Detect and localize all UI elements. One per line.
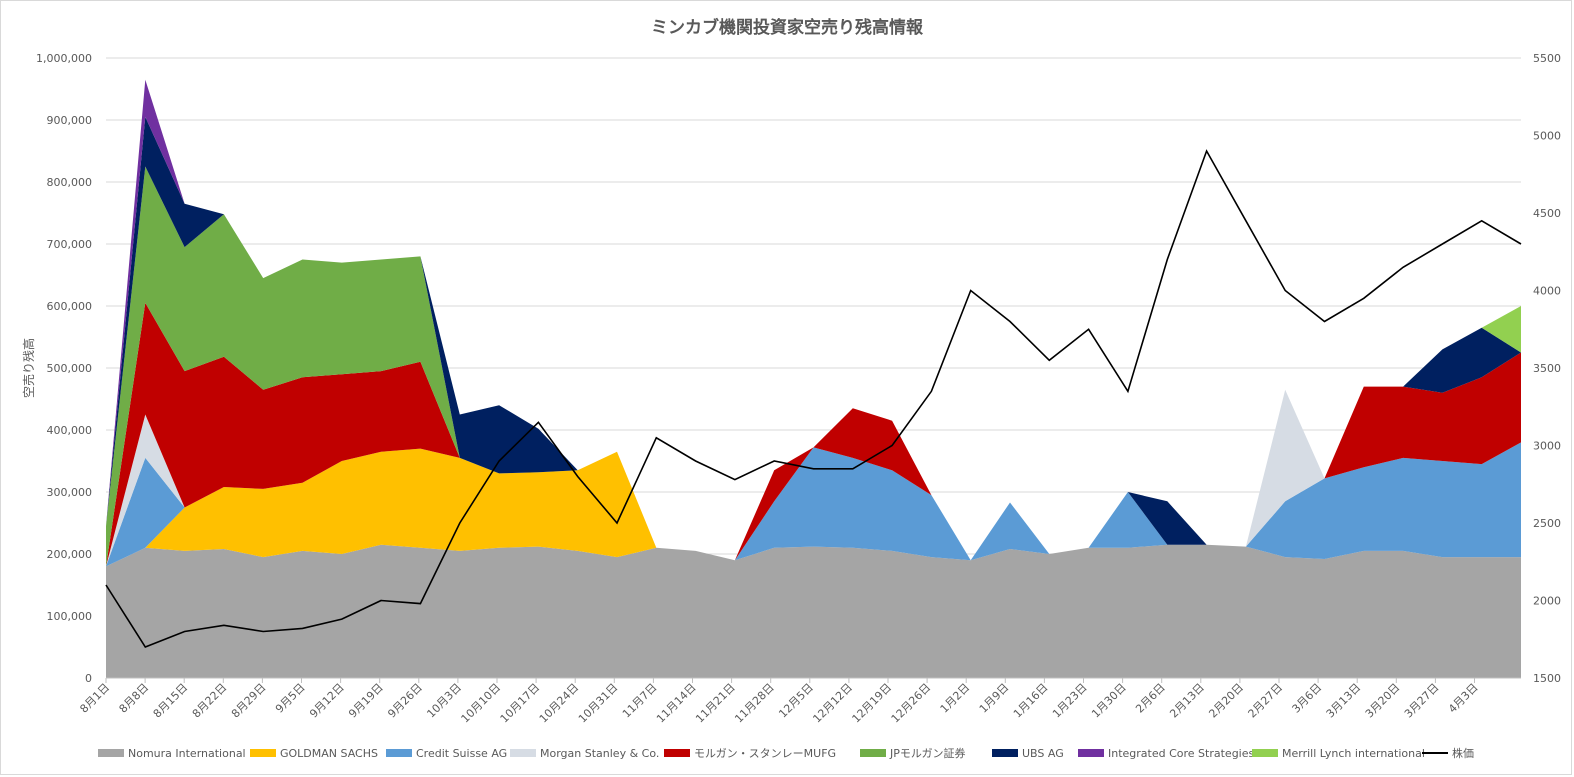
legend-swatch xyxy=(510,749,536,757)
legend-label: モルガン・スタンレーMUFG xyxy=(694,747,836,760)
y-tick-label: 900,000 xyxy=(47,114,93,127)
x-tick-label: 11月7日 xyxy=(620,681,660,721)
x-tick-label: 1月16日 xyxy=(1011,681,1051,721)
x-tick-label: 11月14日 xyxy=(654,681,699,726)
y-axis-title: 空売り残高 xyxy=(21,338,36,398)
area-series-layer xyxy=(106,79,1521,678)
legend-label: Credit Suisse AG xyxy=(416,747,507,760)
x-axis: 8月1日 8月8日 8月15日 8月22日 8月29日 9月5日 9月12日 9月19日 9月2… xyxy=(77,677,1521,726)
x-tick-label: 11月28日 xyxy=(732,681,777,726)
legend-label: Morgan Stanley & Co. xyxy=(540,747,659,760)
x-tick-label: 3月6日 xyxy=(1290,681,1325,716)
x-tick-label: 11月21日 xyxy=(693,681,738,726)
price-line-layer xyxy=(105,149,1522,648)
x-tick-label: 12月5日 xyxy=(776,681,816,721)
x-tick-label: 1月9日 xyxy=(977,681,1012,716)
y-tick-label: 0 xyxy=(85,672,92,685)
legend-swatch xyxy=(992,749,1018,757)
y-tick-label: 600,000 xyxy=(47,300,93,313)
area-series xyxy=(106,448,1521,567)
x-tick-label: 12月12日 xyxy=(810,681,855,726)
x-tick-label: 2月13日 xyxy=(1167,681,1207,721)
y-tick-label: 200,000 xyxy=(47,548,93,561)
x-tick-label: 9月19日 xyxy=(346,681,386,721)
legend-swatch xyxy=(98,749,124,757)
chart-title: ミンカブ機関投資家空売り残高情報 xyxy=(651,17,924,38)
y2-tick-label: 1500 xyxy=(1533,672,1561,685)
legend-swatch xyxy=(386,749,412,757)
y-tick-label: 800,000 xyxy=(47,176,93,189)
x-tick-label: 3月27日 xyxy=(1402,681,1442,721)
x-tick-label: 9月26日 xyxy=(385,681,425,721)
y-tick-label: 300,000 xyxy=(47,486,93,499)
area-series xyxy=(106,166,1521,567)
x-tick-label: 10月10日 xyxy=(459,681,504,726)
y2-tick-label: 5000 xyxy=(1533,130,1561,143)
area-series xyxy=(106,442,1521,567)
legend-label: Merrill Lynch international xyxy=(1282,747,1425,760)
x-tick-label: 12月26日 xyxy=(889,681,934,726)
x-tick-label: 8月22日 xyxy=(190,681,230,721)
y2-tick-label: 2500 xyxy=(1533,517,1561,530)
x-tick-label: 10月3日 xyxy=(424,681,464,721)
y-axis-left: 0 100,000 200,000 300,000 400,000 500,000 600,… xyxy=(36,52,92,685)
x-tick-label: 9月12日 xyxy=(307,681,347,721)
x-tick-label: 1月30日 xyxy=(1089,681,1129,721)
x-tick-label: 1月2日 xyxy=(938,681,973,716)
x-tick-label: 1月23日 xyxy=(1050,681,1090,721)
x-tick-label: 2月27日 xyxy=(1246,681,1286,721)
x-tick-label: 8月29日 xyxy=(229,681,269,721)
x-tick-label: 12月19日 xyxy=(850,681,895,726)
x-tick-label: 9月5日 xyxy=(273,681,308,716)
x-tick-label: 3月20日 xyxy=(1363,681,1403,721)
x-tick-label: 10月31日 xyxy=(576,681,621,726)
legend-label: UBS AG xyxy=(1022,747,1064,760)
legend-swatch xyxy=(1078,749,1104,757)
x-tick-label: 3月13日 xyxy=(1324,681,1364,721)
y-tick-label: 500,000 xyxy=(47,362,93,375)
y2-tick-label: 3000 xyxy=(1533,440,1561,453)
legend-swatch xyxy=(860,749,886,757)
legend: Nomura International GOLDMAN SACHS Credit … xyxy=(98,746,1474,760)
x-tick-label: 2月6日 xyxy=(1133,681,1168,716)
y2-tick-label: 3500 xyxy=(1533,362,1561,375)
y-tick-label: 100,000 xyxy=(47,610,93,623)
y2-tick-label: 2000 xyxy=(1533,595,1561,608)
legend-swatch xyxy=(250,749,276,757)
y2-tick-label: 5500 xyxy=(1533,52,1561,65)
y2-tick-label: 4500 xyxy=(1533,207,1561,220)
legend-label: GOLDMAN SACHS xyxy=(280,747,378,760)
y-axis-right: 1500 2000 2500 3000 3500 4000 4500 5000 5500 xyxy=(1533,52,1561,685)
legend-label: Nomura International xyxy=(128,747,246,760)
x-tick-label: 8月15日 xyxy=(151,681,191,721)
x-tick-label: 10月17日 xyxy=(498,681,543,726)
x-tick-label: 4月3日 xyxy=(1446,681,1481,716)
legend-label: 株価 xyxy=(1452,746,1474,760)
y-tick-label: 400,000 xyxy=(47,424,93,437)
y2-tick-label: 4000 xyxy=(1533,285,1561,298)
x-tick-label: 2月20日 xyxy=(1206,681,1246,721)
legend-swatch xyxy=(1252,749,1278,757)
price-line xyxy=(105,149,1522,648)
y-tick-label: 700,000 xyxy=(47,238,93,251)
y-tick-label: 1,000,000 xyxy=(36,52,92,65)
x-tick-label: 10月24日 xyxy=(537,681,582,726)
x-tick-label: 8月8日 xyxy=(117,681,152,716)
area-series xyxy=(106,302,1521,567)
legend-label: Integrated Core Strategies xyxy=(1108,747,1255,760)
legend-label: JPモルガン証券 xyxy=(889,746,966,760)
legend-swatch xyxy=(664,749,690,757)
area-series xyxy=(106,116,1521,561)
area-series xyxy=(106,544,1521,678)
x-tick-label: 8月1日 xyxy=(77,681,112,716)
